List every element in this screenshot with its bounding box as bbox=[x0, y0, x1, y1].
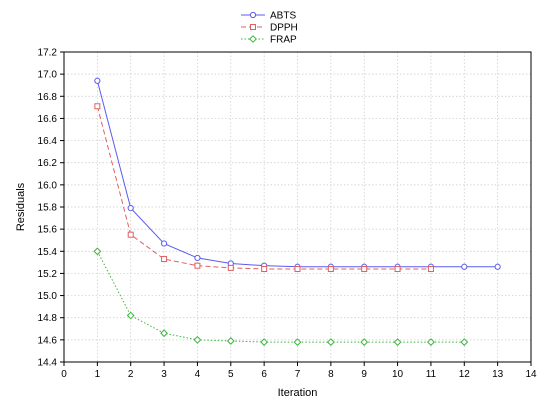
y-tick-label: 15.8 bbox=[38, 203, 58, 214]
data-point bbox=[427, 266, 434, 272]
data-point bbox=[227, 264, 234, 271]
legend-marker bbox=[249, 35, 257, 43]
data-point bbox=[293, 338, 302, 346]
x-tick-label: 5 bbox=[228, 369, 234, 380]
y-axis-title: Residuals bbox=[15, 182, 27, 231]
data-point bbox=[93, 247, 102, 256]
data-point bbox=[127, 231, 134, 238]
x-axis-title: Iteration bbox=[278, 387, 318, 399]
series-frap bbox=[93, 247, 469, 346]
y-tick-label: 16.6 bbox=[38, 114, 58, 125]
y-tick-label: 16.8 bbox=[38, 92, 58, 103]
y-tick-label: 15.6 bbox=[38, 225, 58, 236]
data-point bbox=[326, 338, 335, 346]
x-tick-label: 7 bbox=[295, 369, 301, 380]
y-tick-label: 14.8 bbox=[38, 313, 58, 324]
data-point bbox=[261, 266, 268, 272]
data-point bbox=[226, 337, 235, 345]
series-line-frap bbox=[96, 251, 465, 343]
data-point bbox=[194, 254, 201, 262]
data-point bbox=[94, 77, 101, 84]
x-tick-label: 2 bbox=[128, 369, 134, 380]
y-tick-label: 15.2 bbox=[38, 269, 58, 280]
data-point bbox=[194, 262, 201, 269]
y-tick-label: 17.2 bbox=[38, 48, 58, 59]
legend-item-frap: FRAP bbox=[241, 35, 297, 46]
data-point bbox=[494, 263, 501, 270]
legend-item-dpph: DPPH bbox=[241, 23, 298, 34]
x-tick-label: 0 bbox=[61, 369, 67, 380]
x-tick-label: 13 bbox=[492, 369, 504, 380]
legend-item-abts: ABTS bbox=[241, 11, 296, 22]
x-tick-label: 9 bbox=[361, 369, 367, 380]
data-point bbox=[394, 266, 401, 272]
data-point bbox=[260, 338, 269, 346]
data-point bbox=[160, 329, 168, 338]
x-tick-label: 1 bbox=[95, 369, 101, 380]
y-tick-label: 15.4 bbox=[38, 247, 58, 258]
y-tick-label: 15.0 bbox=[38, 291, 58, 302]
x-tick-label: 3 bbox=[161, 369, 167, 380]
data-point bbox=[361, 266, 368, 272]
x-tick-label: 12 bbox=[459, 369, 471, 380]
y-tick-label: 16.4 bbox=[38, 136, 58, 147]
legend-marker bbox=[249, 11, 257, 19]
x-tick-label: 4 bbox=[195, 369, 201, 380]
y-tick-label: 17.0 bbox=[38, 70, 58, 81]
data-point bbox=[160, 240, 168, 247]
legend-label: FRAP bbox=[270, 35, 297, 46]
series-abts bbox=[94, 77, 501, 270]
x-tick-label: 11 bbox=[426, 369, 437, 380]
data-point bbox=[427, 338, 435, 346]
legend-marker bbox=[250, 24, 256, 30]
axes: 0 1 2 3 4 5 6 7 8 9 10 11 12 13 1414.414.614.815.015.2… bbox=[15, 48, 537, 400]
data-point bbox=[393, 338, 402, 346]
data-point bbox=[460, 338, 469, 346]
y-tick-label: 16.2 bbox=[38, 158, 58, 169]
data-point bbox=[461, 263, 468, 270]
data-point bbox=[126, 311, 135, 320]
data-point bbox=[327, 266, 334, 272]
data-point bbox=[360, 338, 369, 346]
data-point bbox=[94, 103, 101, 110]
y-tick-label: 16.0 bbox=[38, 180, 58, 191]
x-tick-label: 10 bbox=[392, 369, 404, 380]
legend-label: DPPH bbox=[270, 23, 298, 34]
series-group bbox=[93, 77, 501, 346]
series-dpph bbox=[94, 103, 434, 272]
grid bbox=[64, 52, 531, 362]
data-point bbox=[127, 205, 134, 212]
x-tick-label: 14 bbox=[525, 369, 537, 380]
x-tick-label: 6 bbox=[261, 369, 267, 380]
data-point bbox=[294, 266, 301, 272]
data-point bbox=[161, 256, 168, 263]
data-point bbox=[193, 335, 202, 344]
legend-label: ABTS bbox=[270, 11, 296, 22]
y-tick-label: 14.4 bbox=[38, 358, 58, 369]
x-tick-label: 8 bbox=[328, 369, 334, 380]
y-tick-label: 14.6 bbox=[38, 335, 58, 346]
